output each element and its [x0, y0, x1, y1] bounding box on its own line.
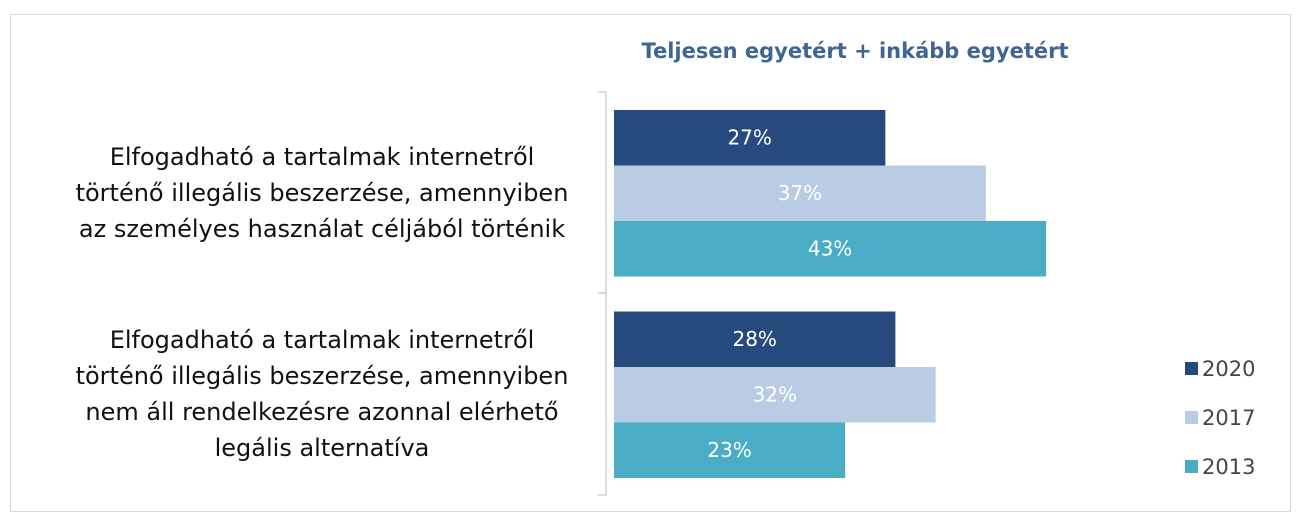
legend-label: 2013	[1202, 455, 1255, 479]
chart-title: Teljesen egyetért + inkább egyetért	[641, 39, 1068, 63]
legend-label: 2020	[1202, 357, 1255, 381]
bar	[614, 221, 1047, 277]
data-label: 28%	[732, 327, 776, 351]
bar	[614, 311, 896, 367]
bar	[614, 367, 936, 423]
category-label: Elfogadható a tartalmak internetről tört…	[75, 142, 569, 243]
bar	[614, 422, 846, 478]
legend-swatch	[1185, 362, 1198, 375]
data-label: 37%	[778, 181, 822, 205]
legend-label: 2017	[1202, 406, 1255, 430]
bar	[614, 165, 986, 221]
category-axis	[598, 91, 607, 496]
legend-swatch	[1185, 411, 1198, 424]
bar	[614, 110, 886, 166]
legend-swatch	[1185, 460, 1198, 473]
data-label: 32%	[753, 382, 797, 406]
data-label: 43%	[808, 236, 852, 260]
data-label: 27%	[727, 125, 771, 149]
data-label: 23%	[707, 438, 751, 462]
category-label: Elfogadható a tartalmak internetről tört…	[75, 326, 569, 463]
